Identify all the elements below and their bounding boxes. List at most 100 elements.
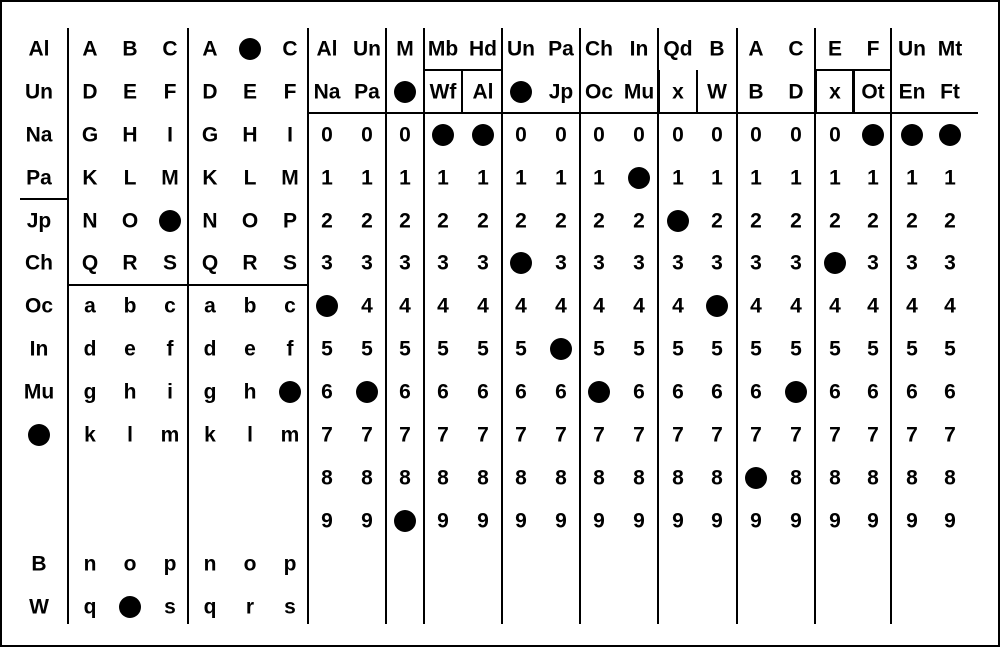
number-cell: 0 bbox=[711, 125, 723, 146]
column-subheader: x bbox=[829, 82, 841, 103]
grid-cell: D bbox=[202, 82, 217, 103]
grid-cell: K bbox=[202, 168, 217, 189]
number-cell: 9 bbox=[906, 511, 918, 532]
grid-cell: Q bbox=[82, 253, 98, 274]
number-cell: 5 bbox=[750, 339, 762, 360]
number-cell: 4 bbox=[515, 296, 527, 317]
column-subheader: Ot bbox=[861, 82, 884, 103]
chart-frame: AlUnNaPaJpChOcInMuBWABCDEFGHIKLMNOQRSabc… bbox=[0, 0, 1000, 647]
column-header: In bbox=[630, 39, 649, 60]
divider-horizontal bbox=[68, 284, 308, 286]
grid-cell: a bbox=[204, 296, 216, 317]
number-cell: 5 bbox=[399, 339, 411, 360]
grid-cell: p bbox=[284, 554, 297, 575]
number-cell: 2 bbox=[321, 211, 333, 232]
number-cell: 1 bbox=[515, 168, 527, 189]
number-cell: 7 bbox=[790, 425, 802, 446]
number-cell: 4 bbox=[944, 296, 956, 317]
grid-cell: S bbox=[283, 253, 297, 274]
number-cell: 9 bbox=[867, 511, 879, 532]
number-cell: 4 bbox=[790, 296, 802, 317]
number-cell bbox=[550, 338, 572, 360]
number-cell: 6 bbox=[906, 382, 918, 403]
column-subheader: Wf bbox=[430, 82, 457, 103]
number-cell: 3 bbox=[906, 253, 918, 274]
grid-cell: h bbox=[244, 382, 257, 403]
number-cell: 8 bbox=[361, 468, 373, 489]
grid-cell: S bbox=[163, 253, 177, 274]
divider-vertical bbox=[815, 70, 817, 113]
number-cell: 4 bbox=[867, 296, 879, 317]
grid-cell: A bbox=[82, 39, 97, 60]
number-cell: 7 bbox=[515, 425, 527, 446]
divider-horizontal bbox=[659, 112, 697, 114]
number-cell bbox=[939, 124, 961, 146]
grid-cell: a bbox=[84, 296, 96, 317]
number-cell: 8 bbox=[321, 468, 333, 489]
divider-vertical bbox=[657, 28, 659, 624]
row-label: Al bbox=[29, 39, 50, 60]
grid-cell: b bbox=[124, 296, 137, 317]
column-subheader: W bbox=[707, 82, 727, 103]
grid-cell: o bbox=[244, 554, 257, 575]
number-cell: 5 bbox=[711, 339, 723, 360]
number-cell: 1 bbox=[906, 168, 918, 189]
grid-cell: F bbox=[164, 82, 177, 103]
number-cell: 6 bbox=[750, 382, 762, 403]
number-cell bbox=[901, 124, 923, 146]
number-cell bbox=[628, 167, 650, 189]
number-cell: 2 bbox=[399, 211, 411, 232]
number-cell: 9 bbox=[829, 511, 841, 532]
grid-cell: g bbox=[204, 382, 217, 403]
number-cell: 7 bbox=[555, 425, 567, 446]
column-subheader: Na bbox=[314, 82, 341, 103]
column-header: F bbox=[867, 39, 880, 60]
number-cell: 3 bbox=[477, 253, 489, 274]
number-cell: 4 bbox=[437, 296, 449, 317]
grid-cell: s bbox=[284, 597, 296, 618]
column-header: Mb bbox=[428, 39, 458, 60]
grid-cell: b bbox=[244, 296, 257, 317]
grid-cell: K bbox=[82, 168, 97, 189]
grid-cell: G bbox=[202, 125, 218, 146]
grid-cell: L bbox=[124, 168, 137, 189]
number-cell bbox=[862, 124, 884, 146]
number-cell: 3 bbox=[672, 253, 684, 274]
number-cell: 6 bbox=[321, 382, 333, 403]
grid-cell: L bbox=[244, 168, 257, 189]
number-cell: 6 bbox=[515, 382, 527, 403]
number-cell: 5 bbox=[477, 339, 489, 360]
number-cell: 2 bbox=[361, 211, 373, 232]
column-header: Pa bbox=[548, 39, 574, 60]
grid-cell: M bbox=[161, 168, 179, 189]
grid-cell: N bbox=[82, 211, 97, 232]
number-cell: 6 bbox=[399, 382, 411, 403]
divider-vertical bbox=[814, 28, 816, 624]
grid-cell: e bbox=[124, 339, 136, 360]
grid-cell: d bbox=[84, 339, 97, 360]
number-cell bbox=[394, 510, 416, 532]
divider-vertical bbox=[307, 28, 309, 624]
number-cell: 7 bbox=[437, 425, 449, 446]
grid-cell: C bbox=[282, 39, 297, 60]
grid-cell: p bbox=[164, 554, 177, 575]
number-cell: 0 bbox=[361, 125, 373, 146]
number-cell: 5 bbox=[593, 339, 605, 360]
grid-cell: g bbox=[84, 382, 97, 403]
number-cell: 2 bbox=[555, 211, 567, 232]
number-cell: 2 bbox=[944, 211, 956, 232]
grid-cell: q bbox=[84, 597, 97, 618]
number-cell: 3 bbox=[711, 253, 723, 274]
divider-vertical bbox=[385, 28, 387, 624]
grid-cell: q bbox=[204, 597, 217, 618]
number-cell: 8 bbox=[593, 468, 605, 489]
column-header: M bbox=[396, 39, 414, 60]
number-cell: 2 bbox=[477, 211, 489, 232]
number-cell: 9 bbox=[361, 511, 373, 532]
number-cell: 1 bbox=[555, 168, 567, 189]
grid-cell: O bbox=[122, 211, 138, 232]
grid-cell: d bbox=[204, 339, 217, 360]
grid-cell: h bbox=[124, 382, 137, 403]
number-cell: 7 bbox=[633, 425, 645, 446]
number-cell: 5 bbox=[515, 339, 527, 360]
